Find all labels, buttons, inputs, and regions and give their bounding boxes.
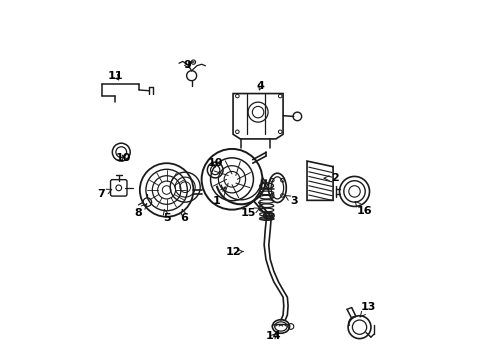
Text: 11: 11	[108, 71, 123, 81]
Text: 2: 2	[324, 173, 338, 183]
Text: 15: 15	[241, 208, 259, 218]
Text: 12: 12	[225, 247, 243, 257]
Text: 10: 10	[116, 153, 131, 163]
Text: 4: 4	[256, 81, 264, 91]
Text: 14: 14	[265, 332, 281, 342]
Text: 9: 9	[183, 60, 191, 70]
Text: 6: 6	[180, 210, 188, 222]
Text: 5: 5	[163, 210, 170, 222]
Text: 16: 16	[354, 201, 371, 216]
Text: 13: 13	[359, 302, 376, 317]
Text: 10: 10	[207, 158, 223, 168]
Text: 7: 7	[97, 189, 111, 199]
Text: 3: 3	[284, 195, 297, 206]
Text: 8: 8	[134, 204, 146, 218]
Text: 1: 1	[212, 187, 225, 206]
